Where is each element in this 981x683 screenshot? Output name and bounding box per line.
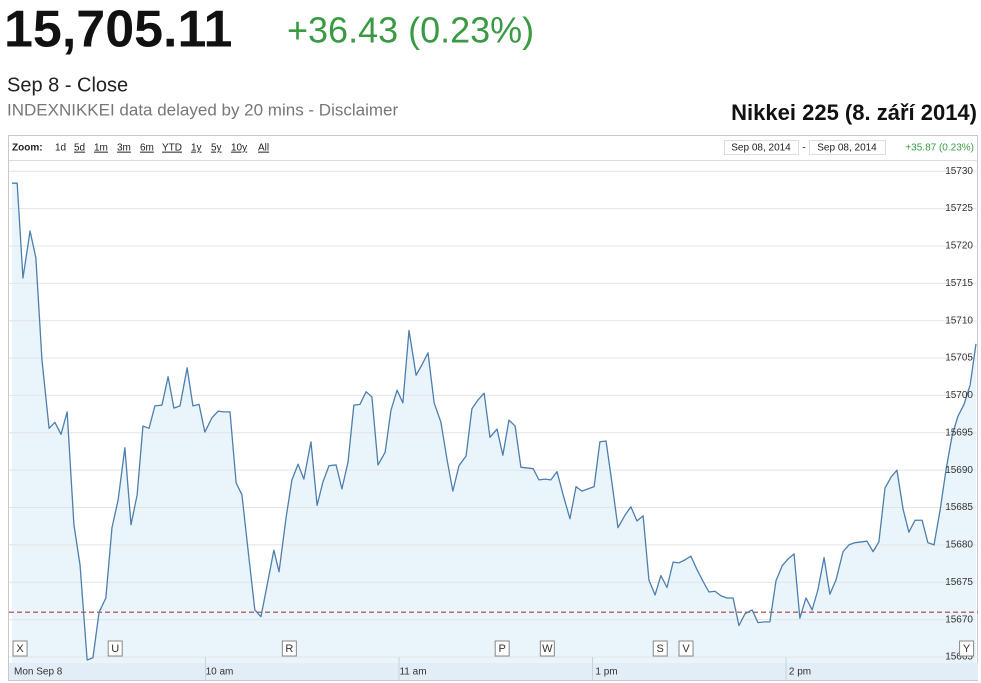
news-flag-label[interactable]: U: [111, 643, 119, 655]
y-tick-label: 15690: [945, 465, 973, 476]
x-axis-band: [9, 663, 978, 680]
caption: Nikkei 225 (8. září 2014): [731, 100, 977, 125]
range-change: +35.87 (0.23%): [905, 143, 974, 154]
zoom-option[interactable]: 6m: [140, 143, 154, 154]
area-fill: [12, 183, 976, 663]
y-tick-label: 15670: [945, 614, 973, 625]
zoom-option[interactable]: All: [258, 143, 269, 154]
y-tick-label: 15695: [945, 427, 973, 438]
news-flag-label[interactable]: W: [542, 643, 553, 655]
zoom-option[interactable]: 1m: [94, 143, 108, 154]
y-tick-label: 15720: [945, 241, 973, 252]
price: 15,705.11: [4, 1, 232, 59]
zoom-option[interactable]: 10y: [231, 143, 247, 154]
news-flag[interactable]: [281, 640, 297, 657]
price-change: +36.43 (0.23%): [287, 10, 534, 51]
range-box[interactable]: [724, 140, 799, 155]
range-end[interactable]: Sep 08, 2014: [817, 143, 877, 154]
y-tick-label: 15705: [945, 353, 973, 364]
news-flag[interactable]: [12, 640, 28, 657]
price-line: [12, 182, 977, 661]
news-flag-label[interactable]: R: [285, 643, 293, 655]
x-tick-label: 1 pm: [595, 667, 617, 678]
y-tick-label: 15665: [945, 652, 973, 663]
news-flag-label[interactable]: S: [657, 643, 664, 655]
news-flag-label[interactable]: X: [16, 643, 24, 655]
zoom-label: Zoom:: [12, 143, 43, 154]
news-flag[interactable]: [678, 640, 694, 657]
plot-area: [9, 170, 978, 663]
date-label: Sep 8 - Close: [7, 74, 128, 96]
y-tick-label: 15680: [945, 540, 973, 551]
zoom-option[interactable]: 1d: [55, 143, 66, 154]
news-flag[interactable]: [959, 640, 975, 657]
x-tick-label: 2 pm: [789, 667, 811, 678]
range-separator: -: [802, 143, 805, 154]
news-flag-label[interactable]: Y: [963, 643, 971, 655]
y-tick-label: 15710: [945, 315, 973, 326]
zoom-option[interactable]: 5d: [74, 143, 85, 154]
range-start[interactable]: Sep 08, 2014: [731, 143, 791, 154]
zoom-option[interactable]: 5y: [211, 143, 222, 154]
news-flag[interactable]: [494, 640, 510, 657]
y-tick-label: 15725: [945, 203, 973, 214]
y-tick-label: 15685: [945, 502, 973, 513]
zoom-option[interactable]: 1y: [191, 143, 202, 154]
news-flag[interactable]: [107, 640, 123, 657]
x-tick-label: 10 am: [206, 667, 234, 678]
x-tick-label: 11 am: [399, 667, 426, 678]
y-tick-label: 15715: [945, 278, 973, 289]
news-flag-label[interactable]: V: [682, 643, 690, 655]
zoom-option[interactable]: 3m: [117, 143, 131, 154]
news-flag-label[interactable]: P: [499, 643, 506, 655]
x-tick-label: Mon Sep 8: [14, 667, 63, 678]
y-tick-label: 15700: [945, 390, 973, 401]
range-box[interactable]: [809, 140, 886, 155]
zoom-option[interactable]: YTD: [162, 143, 182, 154]
y-tick-label: 15675: [945, 577, 973, 588]
delay-notice[interactable]: INDEXNIKKEI data delayed by 20 mins - Di…: [7, 100, 398, 119]
news-flag[interactable]: [652, 640, 668, 657]
y-tick-label: 15730: [945, 166, 973, 177]
news-flag[interactable]: [539, 640, 555, 657]
